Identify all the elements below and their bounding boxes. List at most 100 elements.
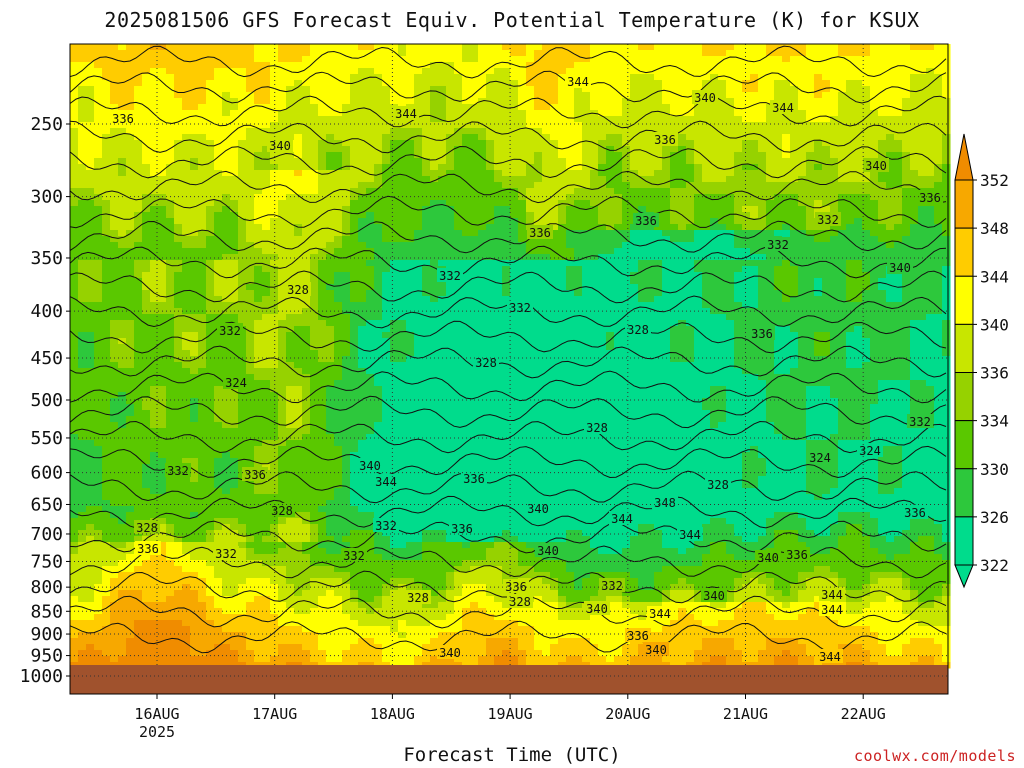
heatmap-cell xyxy=(350,200,359,207)
heatmap-cell xyxy=(814,152,823,159)
heatmap-cell xyxy=(110,218,119,225)
heatmap-cell xyxy=(638,290,647,297)
heatmap-cell xyxy=(926,284,935,291)
heatmap-cell xyxy=(238,266,247,273)
heatmap-cell xyxy=(126,182,135,189)
heatmap-cell xyxy=(446,200,455,207)
heatmap-cell xyxy=(86,80,95,87)
heatmap-cell xyxy=(518,86,527,93)
heatmap-cell xyxy=(710,218,719,225)
heatmap-cell xyxy=(406,176,415,183)
heatmap-cell xyxy=(830,56,839,63)
heatmap-cell xyxy=(478,134,487,141)
heatmap-cell xyxy=(262,194,271,201)
heatmap-cell xyxy=(254,212,263,219)
heatmap-cell xyxy=(118,266,127,273)
heatmap-cell xyxy=(286,116,295,123)
heatmap-cell xyxy=(526,134,535,141)
heatmap-cell xyxy=(838,116,847,123)
heatmap-cell xyxy=(862,44,871,51)
heatmap-cell xyxy=(446,164,455,171)
heatmap-cell xyxy=(230,164,239,171)
heatmap-cell xyxy=(670,272,679,279)
heatmap-cell xyxy=(302,50,311,57)
heatmap-cell xyxy=(686,50,695,57)
heatmap-cell xyxy=(798,224,807,231)
heatmap-cell xyxy=(854,98,863,105)
heatmap-cell xyxy=(798,50,807,57)
heatmap-cell xyxy=(310,266,319,273)
heatmap-cell xyxy=(422,272,431,279)
heatmap-cell xyxy=(566,218,575,225)
heatmap-cell xyxy=(918,260,927,267)
heatmap-cell xyxy=(438,80,447,87)
heatmap-cell xyxy=(142,164,151,171)
heatmap-cell xyxy=(670,152,679,159)
heatmap-cell xyxy=(598,230,607,237)
heatmap-cell xyxy=(718,272,727,279)
heatmap-cell xyxy=(614,122,623,129)
heatmap-cell xyxy=(198,104,207,111)
heatmap-cell xyxy=(470,152,479,159)
heatmap-cell xyxy=(758,236,767,243)
heatmap-cell xyxy=(478,50,487,57)
heatmap-cell xyxy=(806,290,815,297)
heatmap-cell xyxy=(718,248,727,255)
heatmap-cell xyxy=(598,44,607,51)
heatmap-cell xyxy=(622,176,631,183)
heatmap-cell xyxy=(446,44,455,51)
heatmap-cell xyxy=(126,50,135,57)
heatmap-cell xyxy=(462,44,471,51)
heatmap-cell xyxy=(934,80,943,87)
heatmap-cell xyxy=(230,50,239,57)
heatmap-cell xyxy=(782,140,791,147)
heatmap-cell xyxy=(262,158,271,165)
heatmap-cell xyxy=(278,254,287,261)
heatmap-cell xyxy=(806,122,815,129)
heatmap-cell xyxy=(286,188,295,195)
heatmap-cell xyxy=(358,278,367,285)
heatmap-cell xyxy=(694,254,703,261)
heatmap-cell xyxy=(550,296,559,303)
heatmap-cell xyxy=(142,218,151,225)
heatmap-cell xyxy=(558,68,567,75)
heatmap-cell xyxy=(798,62,807,69)
heatmap-cell xyxy=(830,260,839,267)
heatmap-cell xyxy=(582,296,591,303)
heatmap-cell xyxy=(350,62,359,69)
heatmap-cell xyxy=(582,290,591,297)
heatmap-cell xyxy=(478,170,487,177)
heatmap-cell xyxy=(198,68,207,75)
heatmap-cell xyxy=(886,110,895,117)
heatmap-cell xyxy=(206,224,215,231)
heatmap-cell xyxy=(758,284,767,291)
heatmap-cell xyxy=(846,284,855,291)
heatmap-cell xyxy=(126,194,135,201)
heatmap-cell xyxy=(766,284,775,291)
heatmap-cell xyxy=(222,164,231,171)
heatmap-cell xyxy=(846,152,855,159)
heatmap-cell xyxy=(614,92,623,99)
heatmap-cell xyxy=(886,134,895,141)
heatmap-cell xyxy=(942,134,951,141)
heatmap-cell xyxy=(430,302,439,309)
heatmap-cell xyxy=(518,44,527,51)
heatmap-cell xyxy=(862,170,871,177)
heatmap-cell xyxy=(158,170,167,177)
heatmap-cell xyxy=(342,116,351,123)
heatmap-cell xyxy=(486,92,495,99)
heatmap-cell xyxy=(454,80,463,87)
heatmap-cell xyxy=(670,128,679,135)
heatmap-cell xyxy=(70,128,79,135)
heatmap-cell xyxy=(590,272,599,279)
heatmap-cell xyxy=(78,50,87,57)
heatmap-cell xyxy=(302,200,311,207)
heatmap-cell xyxy=(742,200,751,207)
heatmap-cell xyxy=(166,302,175,309)
heatmap-cell xyxy=(358,56,367,63)
heatmap-cell xyxy=(734,104,743,111)
heatmap-cell xyxy=(158,206,167,213)
heatmap-cell xyxy=(934,260,943,267)
heatmap-cell xyxy=(822,248,831,255)
heatmap-cell xyxy=(78,116,87,123)
